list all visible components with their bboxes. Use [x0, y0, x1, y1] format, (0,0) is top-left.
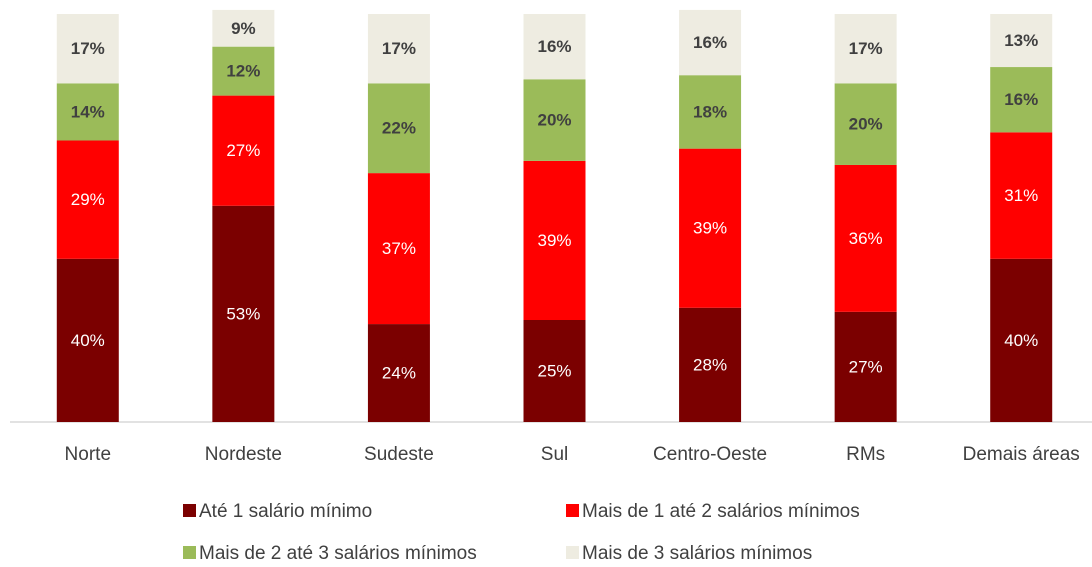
bar-segment [212, 9, 275, 47]
bar-segment [212, 46, 275, 96]
bar-segment [679, 148, 742, 308]
bar-segment [56, 14, 119, 84]
value-label: 25% [537, 361, 571, 380]
bar-segment [367, 14, 430, 84]
value-label: 17% [849, 39, 883, 58]
legend-label: Mais de 3 salários mínimos [582, 543, 812, 564]
value-label: 24% [382, 364, 416, 383]
bar-segment [679, 9, 742, 76]
x-tick-label: Sul [541, 444, 568, 465]
bar-segment [834, 14, 897, 84]
legend-label: Mais de 1 até 2 salários mínimos [582, 501, 860, 522]
bar-segment [834, 164, 897, 312]
value-label: 28% [693, 355, 727, 374]
bar-segment [367, 173, 430, 325]
value-label: 18% [693, 102, 727, 121]
value-label: 17% [71, 39, 105, 58]
bar-segment [679, 75, 742, 149]
value-label: 22% [382, 119, 416, 138]
value-label: 39% [693, 219, 727, 238]
bar-segment [523, 320, 586, 422]
value-label: 40% [1004, 331, 1038, 350]
value-label: 16% [1004, 90, 1038, 109]
bar-segment [834, 83, 897, 165]
x-tick-label: Sudeste [364, 444, 434, 465]
bar-segment [990, 258, 1053, 422]
x-tick-label: Nordeste [205, 444, 282, 465]
bar-segment [679, 307, 742, 422]
bar-segment [990, 14, 1053, 68]
x-tick-label: Centro-Oeste [653, 444, 767, 465]
bar-segment [56, 140, 119, 259]
value-label: 37% [382, 239, 416, 258]
value-label: 12% [226, 62, 260, 81]
legend-swatch [566, 546, 579, 559]
bar-segment [212, 205, 275, 422]
bar-segment [56, 258, 119, 422]
x-tick-label: RMs [846, 444, 885, 465]
value-label: 20% [849, 115, 883, 134]
x-tick-label: Norte [65, 444, 111, 465]
bar-segment [212, 95, 275, 206]
value-label: 17% [382, 39, 416, 58]
value-label: 39% [537, 231, 571, 250]
value-label: 14% [71, 102, 105, 121]
legend-label: Mais de 2 até 3 salários mínimos [199, 543, 477, 564]
bar-segment [367, 83, 430, 174]
bar-segment [56, 83, 119, 141]
value-label: 31% [1004, 186, 1038, 205]
value-label: 36% [849, 229, 883, 248]
legend-swatch [183, 504, 196, 517]
value-label: 40% [71, 331, 105, 350]
value-label: 29% [71, 190, 105, 209]
bar-segment [990, 132, 1053, 259]
legend-swatch [183, 546, 196, 559]
bar-segment [523, 14, 586, 80]
value-label: 13% [1004, 31, 1038, 50]
bar-segment [834, 311, 897, 422]
bar-segment [990, 67, 1053, 133]
value-label: 53% [226, 304, 260, 323]
legend-label: Até 1 salário mínimo [199, 501, 372, 522]
bar-segment [523, 79, 586, 161]
value-label: 16% [693, 33, 727, 52]
bar-segment [367, 324, 430, 422]
value-label: 16% [537, 37, 571, 56]
x-tick-label: Demais áreas [963, 444, 1080, 465]
value-label: 9% [231, 19, 256, 38]
value-label: 20% [537, 111, 571, 130]
bar-segment [523, 160, 586, 320]
value-label: 27% [226, 141, 260, 160]
value-label: 27% [849, 357, 883, 376]
legend-swatch [566, 504, 579, 517]
